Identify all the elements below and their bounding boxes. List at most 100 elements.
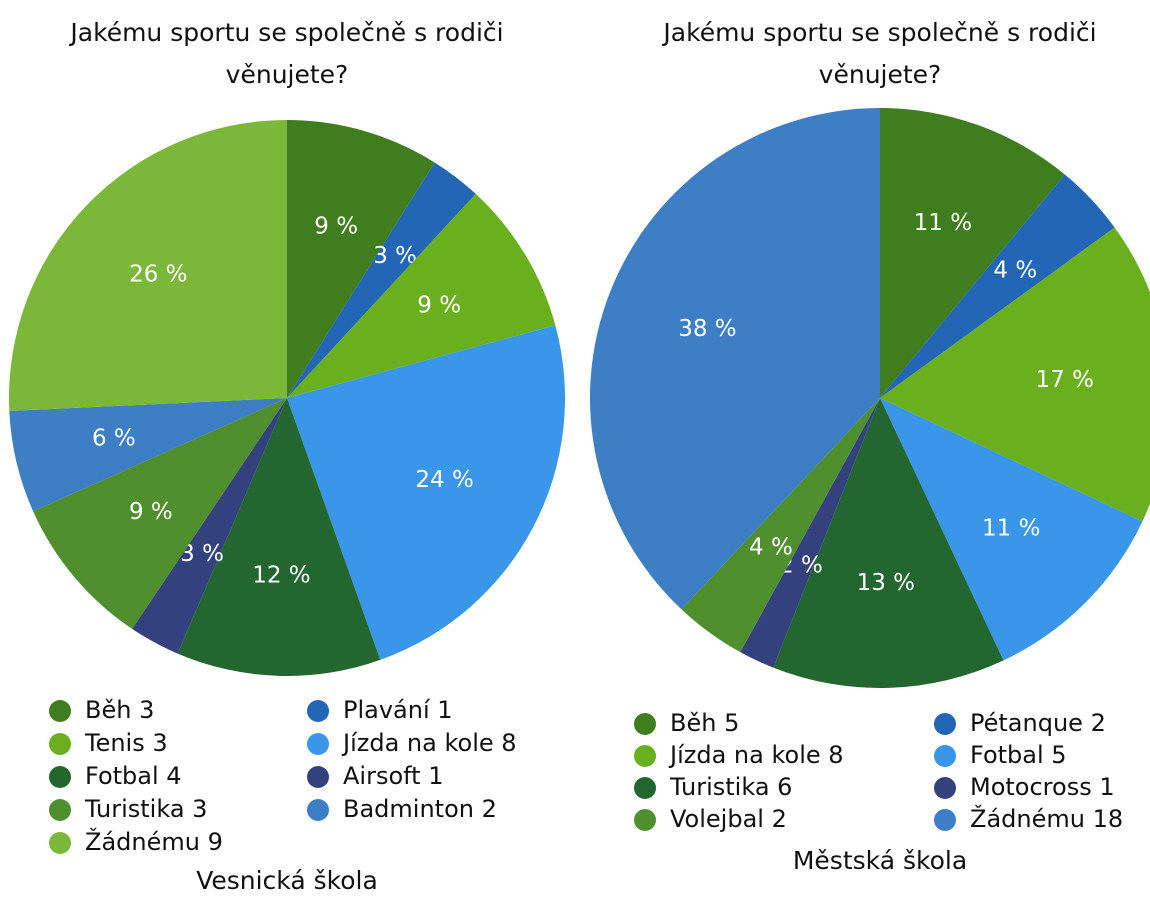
legend-count: 18 xyxy=(1093,805,1124,833)
legend-count: 1 xyxy=(1099,773,1114,801)
pie-slice xyxy=(880,108,1065,398)
pie-slice xyxy=(287,193,556,398)
pie-slice xyxy=(33,398,288,629)
legend-name: Motocross xyxy=(970,773,1092,801)
legend-count: 3 xyxy=(192,795,207,823)
legend-count: 8 xyxy=(501,729,516,757)
data-label: 26 % xyxy=(129,262,187,288)
legend-name: Běh xyxy=(670,709,716,737)
legend-name: Žádnému xyxy=(85,827,200,856)
legend-label: Pétanque 2 xyxy=(970,709,1106,737)
data-label: 13 % xyxy=(857,570,915,596)
pie-slice xyxy=(590,108,880,610)
pie-slice xyxy=(880,174,1115,398)
pie-slice xyxy=(740,398,880,668)
legend-label: Žádnému 18 xyxy=(970,804,1123,833)
legend-label: Airsoft 1 xyxy=(343,762,444,790)
legend-name: Turistika xyxy=(84,795,185,823)
data-label: 9 % xyxy=(129,499,173,525)
data-label: 38 % xyxy=(678,316,736,342)
data-label: 11 % xyxy=(982,516,1040,542)
data-label: 11 % xyxy=(914,210,972,236)
legend-label: Turistika 6 xyxy=(669,773,792,801)
legend-name: Turistika xyxy=(669,773,770,801)
legend-swatch xyxy=(307,700,329,722)
legend-count: 3 xyxy=(152,729,167,757)
pie-slice xyxy=(287,325,565,660)
legend-label: Badminton 2 xyxy=(343,795,497,823)
legend-name: Badminton xyxy=(343,795,474,823)
legend-label: Jízda na kole 8 xyxy=(668,741,844,769)
legend-count: 2 xyxy=(772,805,787,833)
pie-slice xyxy=(287,162,476,398)
legend-count: 3 xyxy=(139,696,154,724)
legend-swatch xyxy=(49,733,71,755)
pie-slice xyxy=(132,398,287,654)
legend-label: Žádnému 9 xyxy=(85,827,223,856)
legend-swatch xyxy=(934,713,956,735)
data-label: 24 % xyxy=(415,467,473,493)
legend-name: Žádnému xyxy=(970,804,1085,833)
pie-slice xyxy=(880,227,1150,522)
legend-count: 1 xyxy=(428,762,443,790)
legend-label: Tenis 3 xyxy=(84,729,168,757)
legend-count: 9 xyxy=(208,828,223,856)
legend-name: Běh xyxy=(85,696,131,724)
legend-name: Jízda na kole xyxy=(341,729,494,757)
legend-label: Plavání 1 xyxy=(343,696,453,724)
legend-swatch xyxy=(634,745,656,767)
legend-swatch xyxy=(307,733,329,755)
pie-slice xyxy=(9,398,288,512)
legend-name: Airsoft xyxy=(343,762,421,790)
chart-caption: Vesnická škola xyxy=(196,866,378,895)
legend-label: Fotbal 5 xyxy=(970,741,1067,769)
legend-name: Fotbal xyxy=(970,741,1044,769)
legend-label: Fotbal 4 xyxy=(85,762,182,790)
chart-caption: Městská škola xyxy=(793,846,967,875)
legend-swatch xyxy=(634,777,656,799)
legend-count: 6 xyxy=(777,773,792,801)
legend-swatch xyxy=(934,745,956,767)
legend-label: Motocross 1 xyxy=(970,773,1115,801)
legend-count: 2 xyxy=(482,795,497,823)
pie-slice xyxy=(773,398,1004,688)
pie-slice xyxy=(9,120,288,411)
legend-swatch xyxy=(49,700,71,722)
legend-name: Pétanque xyxy=(970,709,1083,737)
pie-slice xyxy=(177,398,381,676)
legend-name: Fotbal xyxy=(85,762,159,790)
data-label: 9 % xyxy=(314,214,358,240)
legend-name: Plavání xyxy=(343,696,431,724)
legend-swatch xyxy=(634,809,656,831)
legend-count: 2 xyxy=(1091,709,1106,737)
legend-swatch xyxy=(307,766,329,788)
legend-label: Volejbal 2 xyxy=(670,805,787,833)
legend-name: Jízda na kole xyxy=(668,741,821,769)
legend-label: Běh 5 xyxy=(670,709,739,737)
chart-title: Jakému sportu se společně s rodiči věnuj… xyxy=(663,18,1097,89)
legend-count: 1 xyxy=(437,696,452,724)
data-label: 12 % xyxy=(252,562,310,588)
legend-name: Volejbal xyxy=(670,805,764,833)
legend-count: 5 xyxy=(724,709,739,737)
data-label: 9 % xyxy=(417,292,461,318)
legend-count: 5 xyxy=(1051,741,1066,769)
pie-slice xyxy=(287,120,435,398)
pie-slice xyxy=(681,398,880,653)
legend-label: Běh 3 xyxy=(85,696,154,724)
legend-swatch xyxy=(634,713,656,735)
legend-count: 8 xyxy=(828,741,843,769)
data-label: 4 % xyxy=(749,535,793,561)
chart-title: Jakému sportu se společně s rodiči věnuj… xyxy=(70,18,504,89)
data-label: 17 % xyxy=(1036,367,1094,393)
legend-swatch xyxy=(307,799,329,821)
legend-count: 4 xyxy=(166,762,181,790)
data-label: 4 % xyxy=(993,257,1037,283)
pie-slice xyxy=(880,398,1143,661)
legend-swatch xyxy=(49,832,71,854)
legend-swatch xyxy=(49,766,71,788)
legend-swatch xyxy=(934,777,956,799)
legend-label: Jízda na kole 8 xyxy=(341,729,517,757)
